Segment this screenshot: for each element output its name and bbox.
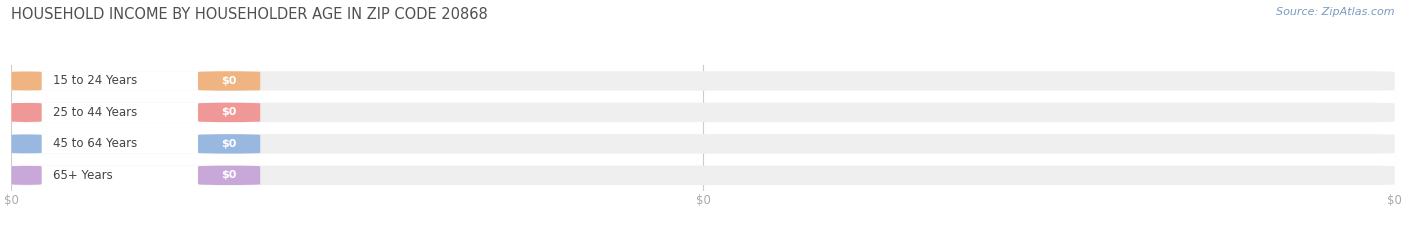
- Text: $0: $0: [222, 107, 236, 117]
- FancyBboxPatch shape: [7, 134, 46, 154]
- Text: 25 to 44 Years: 25 to 44 Years: [53, 106, 136, 119]
- Text: HOUSEHOLD INCOME BY HOUSEHOLDER AGE IN ZIP CODE 20868: HOUSEHOLD INCOME BY HOUSEHOLDER AGE IN Z…: [11, 7, 488, 22]
- Text: $0: $0: [222, 170, 236, 180]
- FancyBboxPatch shape: [198, 103, 260, 122]
- Text: 45 to 64 Years: 45 to 64 Years: [53, 137, 136, 150]
- FancyBboxPatch shape: [7, 103, 46, 122]
- FancyBboxPatch shape: [11, 134, 1395, 154]
- FancyBboxPatch shape: [11, 134, 260, 154]
- Text: $0: $0: [222, 76, 236, 86]
- Text: $0: $0: [222, 139, 236, 149]
- FancyBboxPatch shape: [7, 166, 46, 185]
- FancyBboxPatch shape: [198, 71, 260, 91]
- FancyBboxPatch shape: [11, 103, 1395, 122]
- FancyBboxPatch shape: [11, 166, 1395, 185]
- FancyBboxPatch shape: [198, 134, 260, 154]
- FancyBboxPatch shape: [11, 166, 260, 185]
- FancyBboxPatch shape: [11, 103, 260, 122]
- FancyBboxPatch shape: [11, 71, 260, 91]
- FancyBboxPatch shape: [11, 71, 1395, 91]
- FancyBboxPatch shape: [198, 166, 260, 185]
- Text: 15 to 24 Years: 15 to 24 Years: [53, 75, 136, 87]
- Text: Source: ZipAtlas.com: Source: ZipAtlas.com: [1277, 7, 1395, 17]
- FancyBboxPatch shape: [7, 71, 46, 91]
- Text: 65+ Years: 65+ Years: [53, 169, 112, 182]
